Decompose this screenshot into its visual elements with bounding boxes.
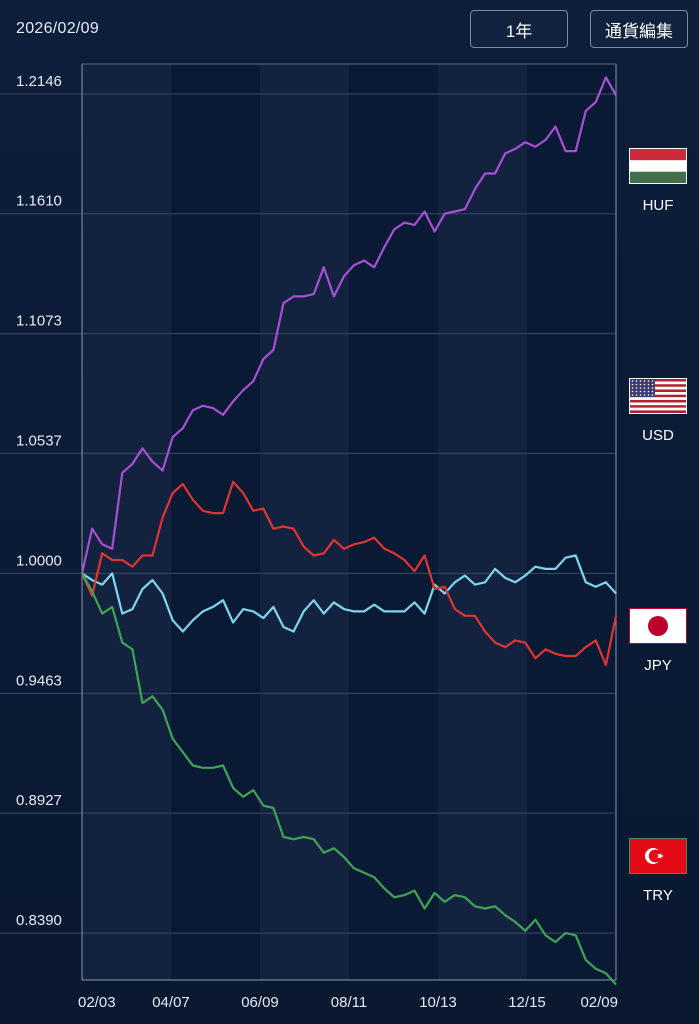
flag-stripe: [630, 399, 686, 403]
y-tick-label: 1.0000: [16, 552, 62, 569]
flag-star: [635, 387, 638, 389]
x-tick-label: 02/09: [580, 994, 618, 1011]
flag-star: [639, 394, 642, 396]
flag-star: [647, 380, 650, 382]
flag-stripe: [630, 397, 686, 400]
flag-stripe: [630, 405, 686, 408]
flag-stripe: [630, 381, 686, 385]
flag-star: [643, 394, 646, 396]
flag-star: [635, 394, 638, 396]
flag-star: [647, 383, 650, 386]
flag-stripe: [630, 392, 686, 395]
flag-star: [631, 383, 634, 386]
flag-star: [631, 390, 634, 393]
flag-star: [647, 394, 650, 396]
flag-star: [631, 387, 634, 389]
x-tick-label: 12/15: [508, 994, 546, 1011]
legend-label: HUF: [642, 197, 674, 214]
flag-star: [639, 387, 642, 389]
flag-star: [635, 383, 638, 386]
x-tick-label: 08/11: [331, 994, 367, 1011]
flag-star: [635, 390, 638, 393]
y-tick-label: 1.1073: [16, 313, 62, 330]
flag-stripe: [630, 394, 686, 398]
flag-stripe: [630, 407, 686, 411]
series-line-try: [81, 572, 617, 986]
flag-star: [643, 390, 646, 393]
y-tick-label: 0.9463: [16, 672, 62, 689]
legend-label: JPY: [644, 657, 672, 674]
legend-item-usd[interactable]: USD: [628, 378, 688, 444]
series-line-huf: [80, 76, 617, 574]
column-band: [438, 64, 527, 980]
flag-star: [639, 380, 642, 382]
x-tick-label: 10/13: [419, 994, 457, 1011]
flag-star: [647, 390, 650, 393]
y-tick-label: 0.8390: [16, 912, 62, 929]
x-tick-label: 04/07: [152, 994, 190, 1011]
y-tick-label: 1.1610: [16, 193, 62, 210]
flag-star: [643, 380, 646, 382]
legend-label: USD: [642, 427, 674, 444]
y-tick-label: 0.8927: [16, 792, 62, 809]
column-band: [260, 64, 349, 980]
us-flag-icon: [629, 378, 687, 414]
period-button[interactable]: 1年: [470, 10, 568, 48]
x-tick-label: 02/03: [78, 994, 116, 1011]
date-label: 2026/02/09: [16, 20, 100, 37]
flag-star: [651, 387, 654, 389]
flag-star: [635, 380, 638, 382]
flag-star: [639, 390, 642, 393]
flag-star: [631, 394, 634, 396]
flag-star: [643, 387, 646, 389]
flag-star: [651, 394, 654, 396]
flag-star: [643, 383, 646, 386]
flag-star: [651, 390, 654, 393]
flag-stripe: [630, 389, 686, 393]
legend-item-try[interactable]: TRY: [628, 838, 688, 904]
edit-currencies-button[interactable]: 通貨編集: [590, 10, 688, 48]
flag-stripe: [630, 384, 686, 387]
turkey-flag-icon: [629, 838, 687, 874]
column-band: [82, 64, 171, 980]
hungary-flag-icon: [629, 148, 687, 184]
legend-item-jpy[interactable]: JPY: [628, 608, 688, 674]
flag-star: [647, 387, 650, 389]
flag-star: [631, 380, 634, 382]
flag-stripe: [630, 410, 686, 413]
flag-stripe: [630, 402, 686, 406]
legend-label: TRY: [643, 887, 673, 904]
legend-item-huf[interactable]: HUF: [628, 148, 688, 214]
japan-flag-icon: [629, 608, 687, 644]
flag-star: [639, 383, 642, 386]
x-tick-label: 06/09: [241, 994, 279, 1011]
y-tick-label: 1.0537: [16, 432, 62, 449]
y-tick-label: 1.2146: [16, 73, 62, 90]
flag-star: [651, 380, 654, 382]
flag-stripe: [630, 379, 686, 382]
series-line-usd: [81, 554, 617, 633]
flag-star: [651, 383, 654, 386]
flag-stripe: [630, 386, 686, 390]
series-line-jpy: [80, 480, 618, 667]
